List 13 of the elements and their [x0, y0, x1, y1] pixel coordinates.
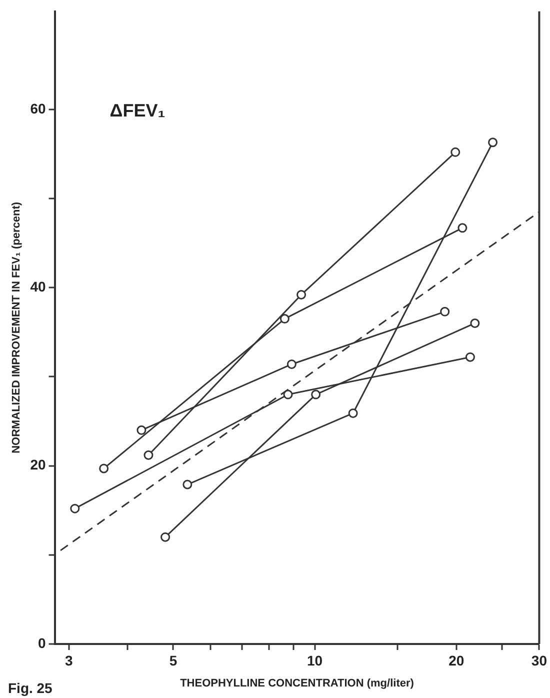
- x-tick-label: 3: [64, 652, 73, 668]
- caption: Fig. 25: [8, 680, 53, 696]
- y-axis-title: NORMALIZED IMPROVEMENT IN FEV₁ (percent): [10, 202, 23, 454]
- x-axis-title: THEOPHYLLINE CONCENTRATION (mg/liter): [180, 677, 414, 690]
- x-tick-label: 20: [448, 652, 464, 668]
- x-tick-label: 30: [531, 652, 548, 668]
- y-tick-label: 20: [30, 456, 46, 473]
- y-tick-label: 0: [38, 634, 46, 651]
- y-tick-label: 40: [30, 278, 46, 294]
- text: ΔFEV₁: [110, 100, 166, 120]
- x-tick-label: 10: [307, 652, 323, 668]
- x-tick-label: 5: [169, 652, 178, 668]
- y-tick-label: 60: [30, 100, 46, 116]
